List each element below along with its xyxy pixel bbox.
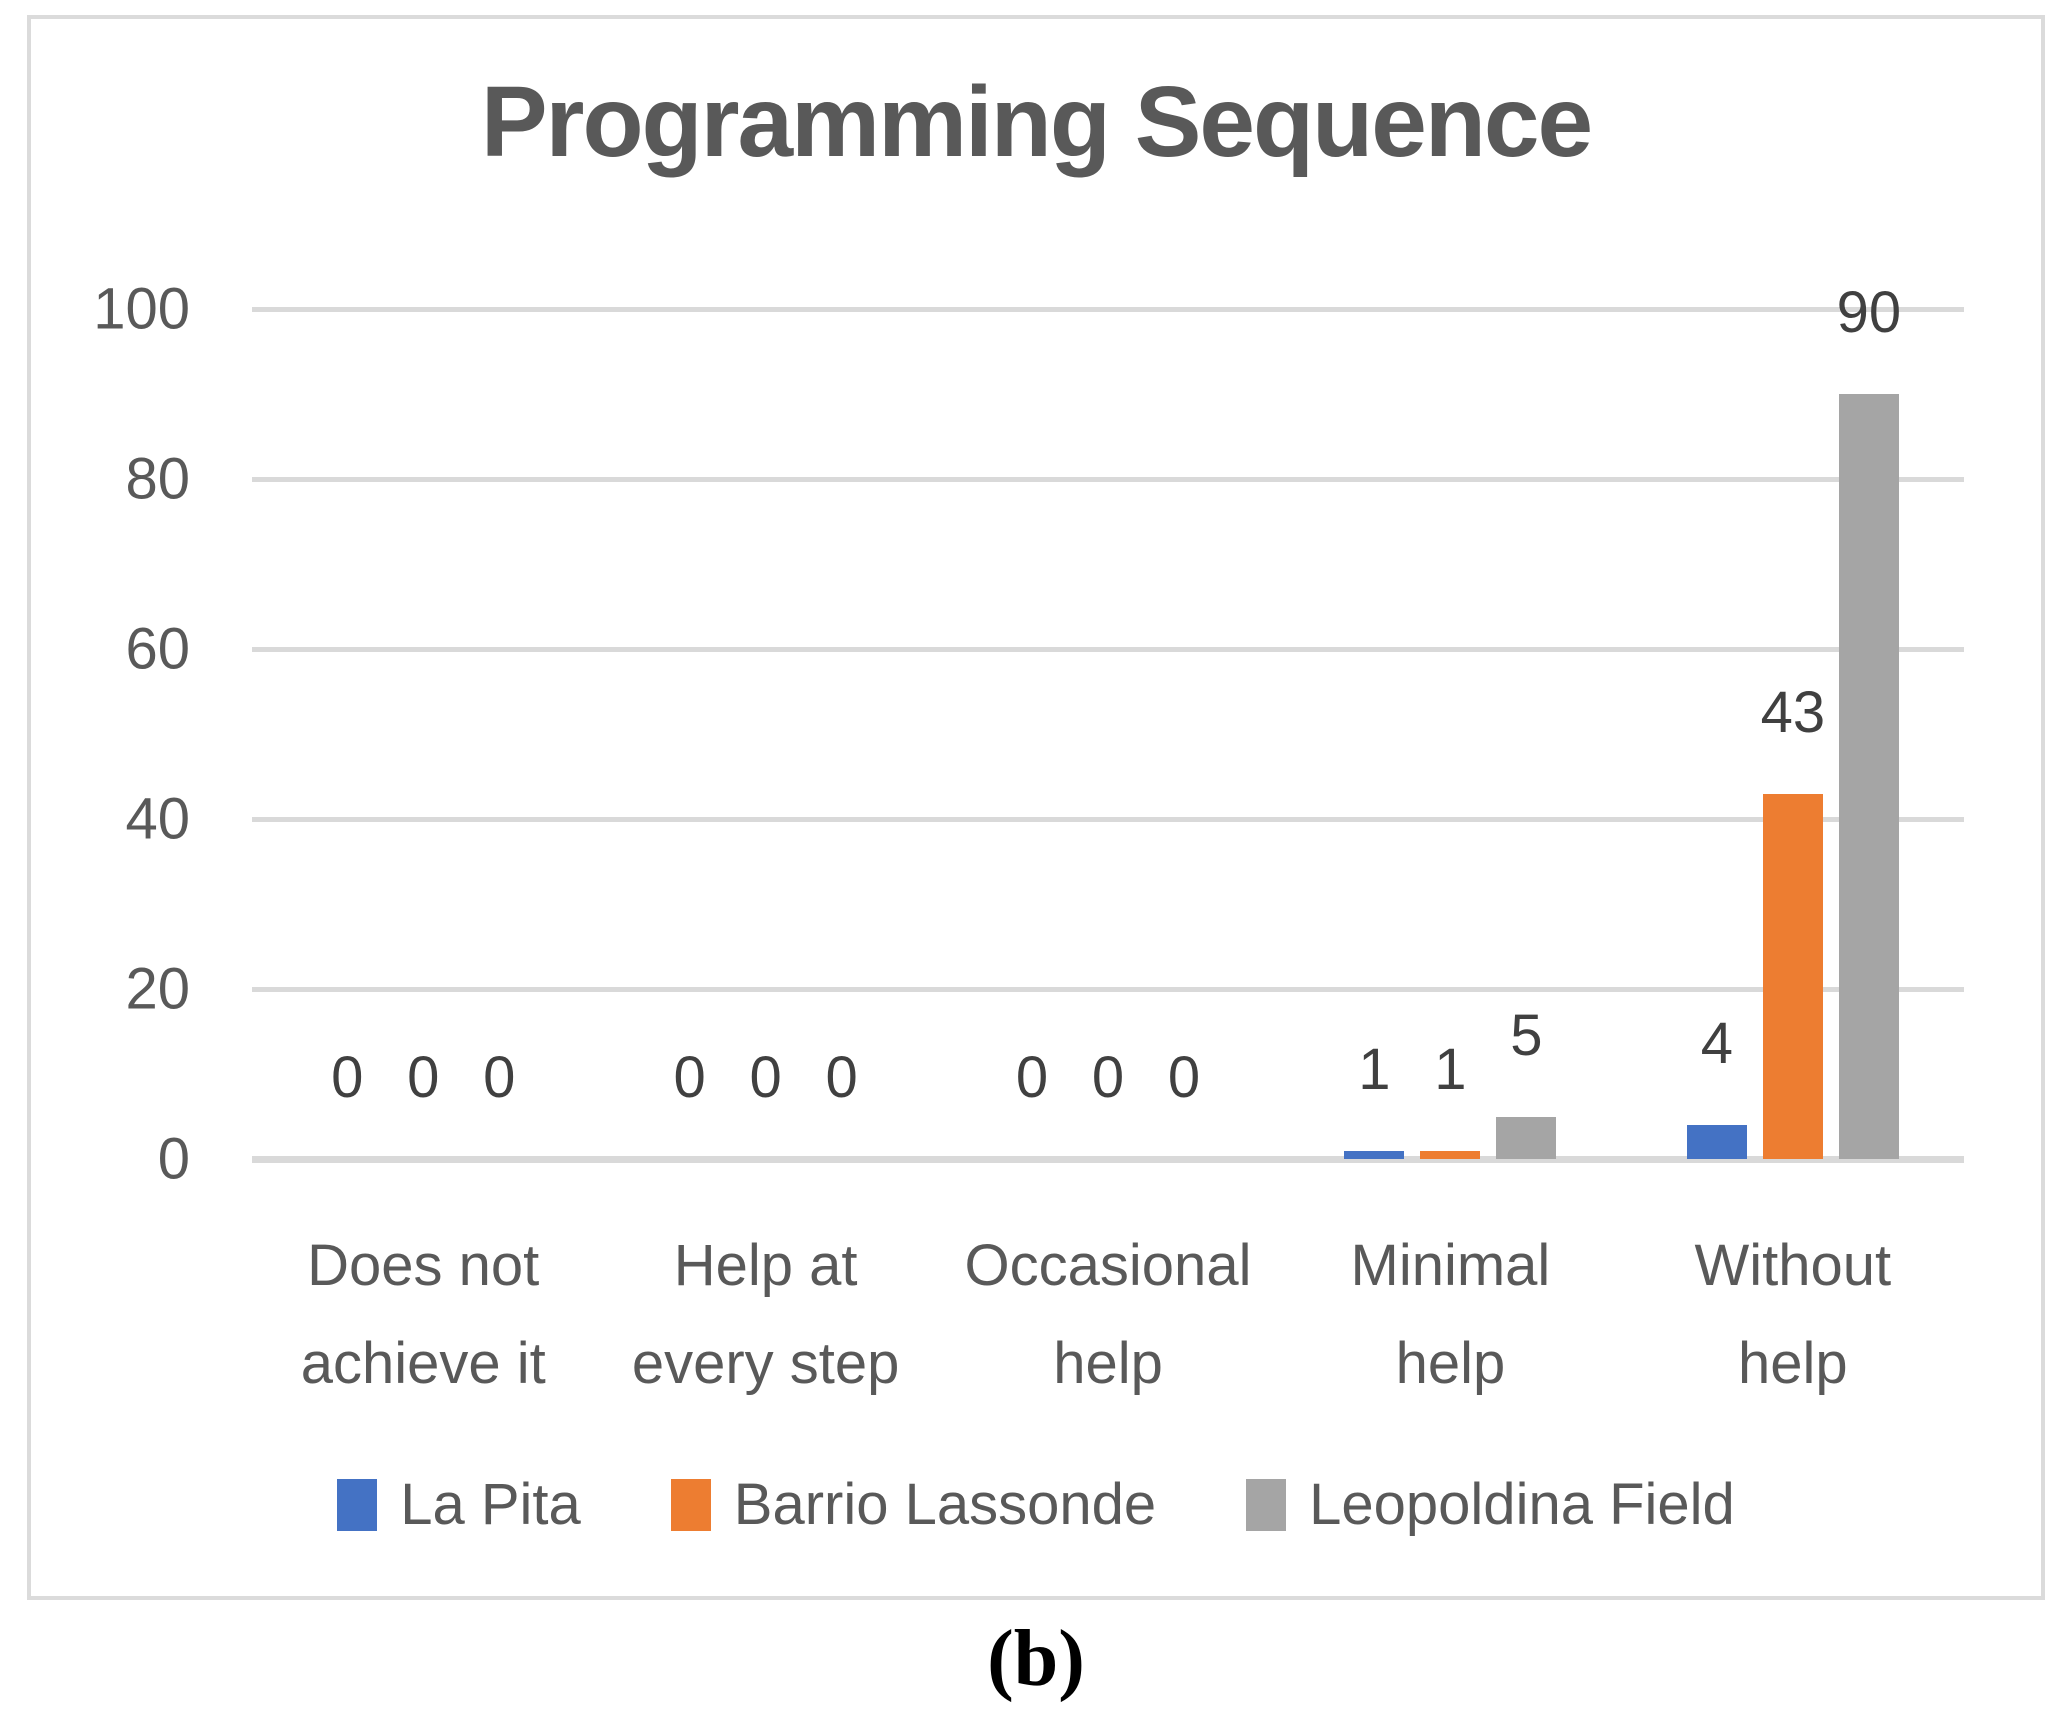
- bar-value-label: 1: [1434, 1036, 1467, 1102]
- x-axis-category-label: Occasional help: [964, 1233, 1252, 1396]
- bar-slot: 0: [1002, 309, 1062, 1159]
- bar-value-label: 5: [1510, 1002, 1543, 1068]
- bar-slot: 90: [1837, 280, 1901, 1159]
- bar-slot: 1: [1420, 309, 1481, 1159]
- y-axis-tick-label: 40: [125, 786, 190, 852]
- bar-slot: 0: [1078, 309, 1138, 1159]
- bar-slot: 0: [469, 309, 529, 1159]
- bar-groups: 0 0 0 0 0 0 0 0 0 1 1 5 4 43 90: [252, 280, 1964, 1159]
- bar-slot: 0: [660, 309, 720, 1159]
- x-axis: Does not achieve it Help at every step Occ…: [252, 1217, 1964, 1413]
- legend-item-leopoldina-field: Leopoldina Field: [1246, 1471, 1735, 1538]
- plot-area: 0 20 40 60 80 100 0 0 0 0 0 0 0 0 0 1 1 5 4 43 90: [93, 277, 1964, 1192]
- bar-la-pita: [1344, 1150, 1405, 1159]
- bar-slot: 43: [1760, 309, 1826, 1159]
- bar-leopoldina-field: [1496, 1116, 1557, 1159]
- bar-value-label: 0: [1091, 1045, 1125, 1110]
- bar-value-label: 0: [483, 1045, 516, 1110]
- legend-marker-icon: [1246, 1478, 1287, 1531]
- bar-slot: 0: [1154, 309, 1214, 1159]
- chart-title: Programming Sequence: [480, 66, 1593, 178]
- figure-caption-label: (b): [987, 1615, 1085, 1703]
- x-axis-category-label: Does not achieve it: [300, 1233, 546, 1396]
- bar-value-label: 0: [825, 1045, 858, 1110]
- x-axis-category-label: Help at every step: [631, 1233, 900, 1396]
- bar-value-label: 0: [673, 1045, 706, 1110]
- legend: La Pita Barrio Lassonde Leopoldina Field: [31, 1471, 2041, 1538]
- bar-value-label: 0: [331, 1045, 364, 1110]
- bar-slot: 4: [1686, 309, 1747, 1159]
- bar-slot: 0: [317, 309, 377, 1159]
- category-group-without: 4 43 90: [1622, 280, 1964, 1159]
- figure-caption: (b): [0, 1614, 2072, 1705]
- bar-la-pita: [1686, 1125, 1747, 1159]
- bar-barrio-lassonde: [1420, 1150, 1481, 1159]
- legend-item-label: Leopoldina Field: [1309, 1472, 1735, 1537]
- bar-leopoldina-field: [1838, 394, 1899, 1159]
- bar-value-label: 0: [407, 1045, 440, 1110]
- chart-frame: Programming Sequence 0 20 40 60 80 100 0 0 0 0 0 0 0…: [27, 15, 2045, 1600]
- legend-item-barrio-lassonde: Barrio Lassonde: [670, 1471, 1157, 1538]
- bar-barrio-lassonde: [1762, 793, 1823, 1159]
- x-axis-category-label: Minimal help: [1350, 1233, 1551, 1396]
- bar-slot: 1: [1344, 309, 1405, 1159]
- y-axis-tick-label: 0: [157, 1126, 190, 1192]
- bar-slot: 5: [1496, 309, 1557, 1159]
- x-axis-category-label: Without help: [1694, 1233, 1892, 1396]
- y-axis-tick-label: 80: [125, 446, 190, 512]
- gridline: [252, 647, 1964, 652]
- legend-marker-icon: [337, 1478, 378, 1531]
- legend-item-la-pita: La Pita: [337, 1471, 581, 1538]
- y-axis-tick-label: 100: [93, 276, 190, 342]
- bar-value-label: 0: [749, 1045, 782, 1110]
- gridline: [252, 987, 1964, 992]
- x-axis-baseline: [252, 1156, 1964, 1163]
- bar-value-label: 4: [1700, 1011, 1733, 1076]
- bar-slot: 0: [393, 309, 453, 1159]
- legend-item-label: Barrio Lassonde: [733, 1472, 1157, 1537]
- gridline: [252, 477, 1964, 482]
- gridline: [252, 307, 1964, 312]
- gridline: [252, 817, 1964, 822]
- legend-item-label: La Pita: [400, 1472, 581, 1537]
- bar-value-label: 0: [1015, 1045, 1049, 1110]
- bar-value-label: 90: [1836, 280, 1902, 345]
- bar-value-label: 43: [1760, 679, 1826, 745]
- bar-value-label: 0: [1167, 1045, 1201, 1110]
- bar-slot: 0: [736, 309, 796, 1159]
- bar-slot: 0: [812, 309, 872, 1159]
- bar-value-label: 1: [1358, 1036, 1391, 1102]
- legend-marker-icon: [670, 1478, 711, 1531]
- y-axis-tick-label: 60: [125, 616, 190, 682]
- y-axis-tick-label: 20: [125, 956, 190, 1022]
- category-bars: 4 43 90: [1686, 280, 1901, 1159]
